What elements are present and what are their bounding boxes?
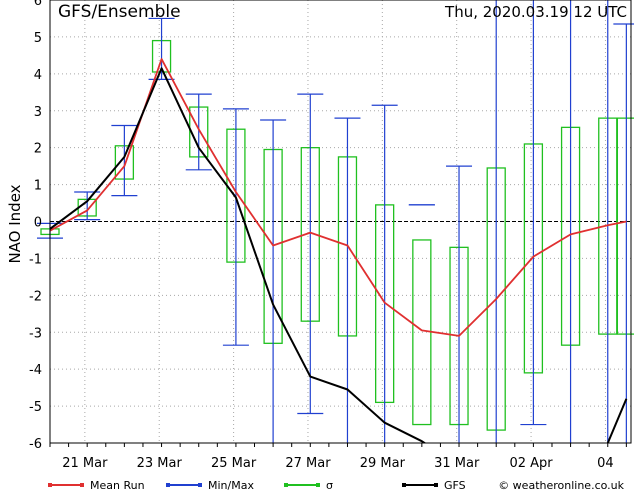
chart-title: GFS/Ensemble <box>58 2 181 22</box>
x-tick-label: 04 <box>597 456 614 471</box>
x-tick-label: 02 Apr <box>509 456 553 471</box>
y-tick-label: -2 <box>29 289 42 304</box>
min-max-bars <box>37 0 634 443</box>
y-tick-label: -4 <box>29 363 42 378</box>
x-tick-labels: 21 Mar 23 Mar 25 Mar 27 Mar 29 Mar 31 Mar 02 A… <box>62 456 613 471</box>
y-tick-label: -1 <box>29 252 42 267</box>
legend-label-mean-run: Mean Run <box>90 479 145 490</box>
forecast-timestamp: Thu, 2020.03.19 12 UTC <box>444 3 627 21</box>
y-tick-label: -3 <box>29 326 42 341</box>
series-line-mean-run <box>50 58 627 337</box>
series-lines <box>50 58 628 443</box>
y-tick-label: -5 <box>29 400 42 415</box>
y-tick-label: 3 <box>34 105 42 120</box>
x-tick-label: 21 Mar <box>62 456 108 471</box>
y-tick-label: 6 <box>34 0 42 9</box>
legend: Mean Run Min/Max σ GFS <box>48 479 466 490</box>
y-tick-label: -6 <box>29 437 42 452</box>
legend-label-sigma: σ <box>326 479 333 490</box>
legend-sigma: σ <box>284 479 333 490</box>
legend-gfs: GFS <box>402 479 466 490</box>
grid-lines <box>49 0 631 447</box>
y-tick-label: 1 <box>34 179 42 194</box>
sigma-box <box>412 239 432 426</box>
y-tick-label: 4 <box>34 68 42 83</box>
x-tick-label: 25 Mar <box>211 456 257 471</box>
y-tick-label: 0 <box>34 216 42 231</box>
x-tick-label: 23 Mar <box>137 456 183 471</box>
legend-label-min-max: Min/Max <box>208 479 254 490</box>
y-tick-label: 5 <box>34 31 42 46</box>
series-line-gfs <box>50 67 628 443</box>
y-tick-labels: 6 5 4 3 2 1 0 -1 -2 -3 -4 -5 -6 <box>29 0 42 452</box>
legend-label-gfs: GFS <box>444 479 466 490</box>
legend-min-max: Min/Max <box>166 479 254 490</box>
y-tick-label: 2 <box>34 142 42 157</box>
legend-mean-run: Mean Run <box>48 479 145 490</box>
x-tick-label: 31 Mar <box>434 456 480 471</box>
credit-text: © weatheronline.co.uk <box>498 479 624 490</box>
sigma-box <box>616 117 634 335</box>
sigma-boxes <box>40 39 634 431</box>
x-tick-label: 27 Mar <box>285 456 331 471</box>
plot-frame <box>49 0 632 444</box>
x-tick-label: 29 Mar <box>360 456 406 471</box>
y-axis-title: NAO Index <box>6 184 24 263</box>
